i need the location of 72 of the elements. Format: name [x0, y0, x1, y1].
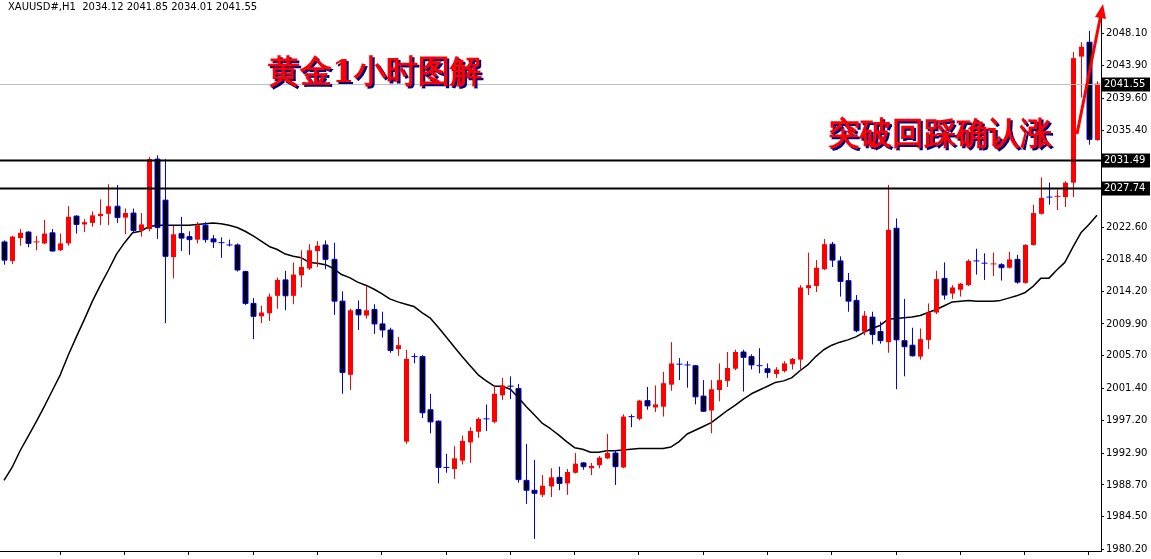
candlestick	[549, 467, 554, 498]
candlestick	[733, 349, 738, 371]
candlestick	[981, 252, 988, 281]
candlestick	[661, 371, 666, 418]
candlestick	[364, 285, 369, 320]
candlestick	[267, 293, 272, 322]
y-tick-label: 2009.90	[1106, 317, 1148, 329]
candlestick	[1054, 189, 1061, 211]
annotation: 黄金1小时图解	[268, 51, 483, 92]
y-tick-label: 2035.40	[1106, 123, 1148, 135]
candlestick	[653, 384, 658, 413]
candlestick	[717, 362, 722, 402]
candlestick	[709, 379, 714, 434]
y-tick-label: 1980.20	[1106, 543, 1148, 555]
ref-line-label: 2031.49	[1104, 154, 1146, 166]
candlestick	[756, 347, 763, 374]
candlestick	[669, 341, 674, 392]
candlestick	[862, 310, 867, 336]
candlestick	[565, 468, 570, 496]
candlestick	[218, 236, 225, 259]
candlestick	[307, 243, 312, 271]
candlestick	[500, 377, 505, 401]
candlestick	[814, 259, 819, 293]
ref-line-label: 2027.74	[1104, 182, 1146, 194]
candlestick	[98, 198, 103, 226]
ref-line-label: 2041.55	[1104, 78, 1146, 90]
chart-title: XAUUSD#,H1 2034.12 2041.85 2034.01 2041.55	[8, 1, 258, 12]
candlestick	[460, 435, 465, 465]
y-tick-label: 1988.70	[1106, 478, 1148, 490]
y-tick-label: 2018.40	[1106, 252, 1148, 264]
candlestick	[139, 212, 144, 238]
candlestick	[171, 225, 176, 279]
y-tick-label: 2043.90	[1106, 59, 1148, 71]
candlestick	[628, 413, 635, 428]
candlestick	[1079, 41, 1084, 99]
candlestick	[637, 399, 642, 421]
candlestick	[725, 351, 730, 388]
candlestick	[275, 277, 280, 310]
y-tick-label: 2022.60	[1106, 221, 1148, 233]
candlestick	[1046, 182, 1053, 206]
candlestick	[918, 327, 923, 361]
candlestick	[396, 336, 401, 357]
candlestick	[1039, 176, 1044, 216]
candlestick	[106, 183, 111, 226]
candlestick	[443, 453, 450, 474]
y-tick-label: 1997.20	[1106, 413, 1148, 425]
candlestick	[990, 252, 997, 277]
y-tick-label: 2048.10	[1106, 27, 1148, 39]
candlestick	[291, 261, 296, 305]
candlestick	[468, 426, 473, 464]
candlestick	[605, 433, 610, 460]
y-tick-label: 1984.50	[1106, 510, 1148, 522]
candlestick	[973, 248, 980, 276]
y-tick-label: 2039.60	[1106, 91, 1148, 103]
candlestick	[315, 240, 320, 268]
y-tick-label: 2001.40	[1106, 382, 1148, 394]
candlestick	[452, 445, 457, 480]
candlestick	[299, 249, 304, 288]
candlestick	[676, 357, 683, 381]
candlestick	[806, 252, 811, 296]
candlestick	[483, 403, 490, 432]
candlestick	[507, 375, 514, 400]
candlestick	[573, 452, 578, 475]
candlestick	[123, 207, 128, 235]
candlestick	[476, 416, 481, 439]
y-tick-label: 2014.20	[1106, 284, 1148, 296]
y-tick-label: 2005.70	[1106, 349, 1148, 361]
annotation: 突破回踩确认涨	[828, 113, 1052, 154]
y-tick-label: 1992.90	[1106, 446, 1148, 458]
candlestick	[195, 221, 200, 244]
candlestick	[42, 219, 47, 245]
candlestick	[540, 474, 545, 498]
